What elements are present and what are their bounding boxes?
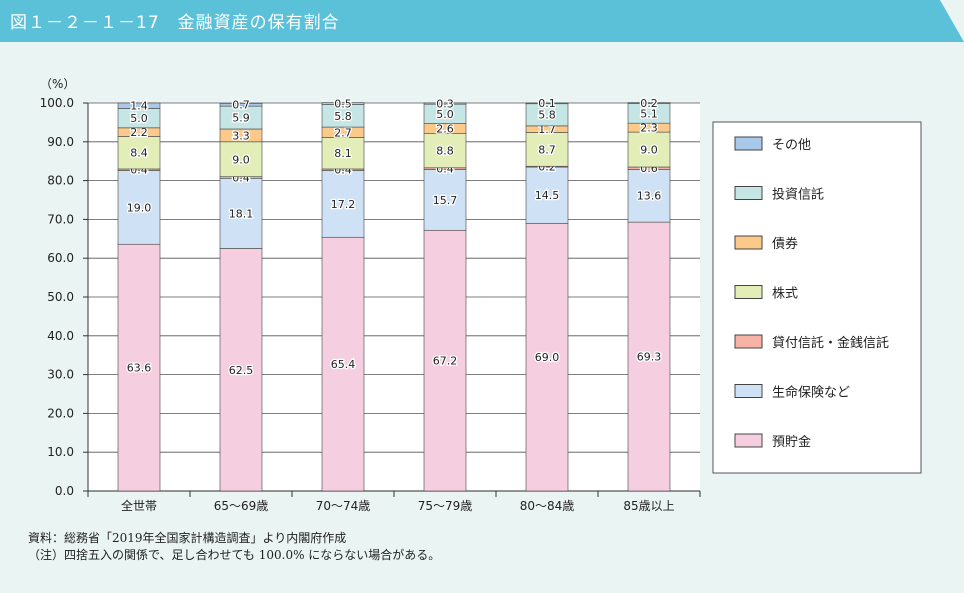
bar-segment [627,131,671,168]
legend-label: 投資信託 [772,187,824,203]
data-label: 2.2 [130,126,148,139]
y-axis-label: （%） [40,77,75,91]
bar-segment [219,177,263,249]
y-tick-label: 90.0 [47,135,74,149]
data-label: 63.6 [127,362,152,375]
data-label: 5.0 [436,108,454,121]
y-tick-label: 80.0 [47,174,74,188]
x-tick-label: 全世帯 [121,498,157,513]
data-label: 9.0 [232,153,250,166]
data-label: 8.1 [334,147,352,160]
data-label: 0.3 [436,98,454,111]
y-tick-label: 10.0 [47,445,74,459]
bar-segment [525,132,569,167]
data-label: 5.8 [538,109,556,122]
data-label: 0.7 [232,99,250,112]
bar-segment [423,169,467,231]
legend-label: その他 [772,138,811,153]
legend-label: 株式 [772,287,798,302]
y-tick-label: 70.0 [47,212,74,226]
legend-swatch [734,433,763,448]
data-label: 9.0 [640,144,658,157]
y-tick-label: 60.0 [47,251,74,265]
legend-swatch [734,186,763,200]
y-tick-label: 20.0 [47,406,74,420]
legend-swatch [734,334,763,349]
bar-segment [627,102,671,104]
legend-swatch [734,136,763,151]
x-tick-label: 75～79歳 [418,499,473,513]
x-tick-label: 70～74歳 [316,499,371,513]
bar-segment [525,166,569,224]
figure-title: 図１－２－１－17 金融資産の保有割合 [10,13,340,33]
bar-segment [321,102,365,105]
data-label: 2.6 [436,123,454,136]
bar-segment [321,170,365,238]
legend-label: 貸付信託・金銭信託 [772,335,889,351]
legend-label: 債券 [772,236,798,252]
data-label: 8.8 [436,145,454,158]
bar-segment [117,102,161,109]
x-tick-label: 80～84歳 [520,499,575,513]
data-label: 17.2 [331,198,356,211]
data-label: 18.1 [229,207,254,220]
bar-segment [117,243,161,492]
data-label: 5.0 [130,112,148,125]
data-label: 5.8 [334,110,352,123]
legend-label: 預貯金 [772,434,811,450]
bar-segment [321,137,365,170]
bar-segment [423,229,467,492]
data-label: 3.3 [232,129,250,142]
data-label: 2.7 [334,126,352,139]
y-tick-label: 30.0 [47,368,74,382]
data-label: 5.9 [232,112,250,125]
data-label: 62.5 [229,364,254,377]
data-label: 0.1 [538,97,556,110]
legend-swatch [734,285,763,299]
source-note: 資料：総務省「2019年全国家計構造調査」より内閣府作成 [28,531,347,545]
data-label: 15.7 [433,194,458,207]
data-label: 0.5 [334,98,352,111]
data-label: 69.0 [535,351,560,364]
bar-segment [117,170,161,245]
data-label: 1.4 [130,100,148,113]
bar-segment [627,221,671,492]
bar-segment [525,102,569,105]
footnote: （注）四捨五入の関係で、足し合わせても 100.0% にならない場合がある。 [28,548,441,562]
data-label: 8.4 [130,147,148,160]
bar-segment [423,102,467,105]
bar-segment [219,103,263,107]
data-label: 13.6 [637,190,662,203]
y-tick-label: 50.0 [47,290,74,304]
data-label: 5.1 [640,107,658,120]
data-label: 0.2 [640,97,658,110]
data-label: 19.0 [127,201,152,214]
data-label: 65.4 [331,358,356,371]
legend-swatch [734,235,763,250]
bar-segment [219,248,263,492]
x-tick-label: 85歳以上 [623,499,674,513]
header-bar [0,0,964,42]
bar-segment [525,222,569,492]
y-tick-label: 100.0 [40,96,74,110]
data-label: 2.3 [640,122,658,135]
y-tick-label: 40.0 [47,329,74,343]
data-label: 8.7 [538,143,556,156]
bar-segment [321,236,365,492]
x-tick-label: 65～69歳 [214,499,269,513]
legend-label: 生命保険など [772,385,850,401]
legend-swatch [734,384,763,398]
data-label: 69.3 [637,351,662,364]
bar-segment [219,141,263,178]
data-label: 14.5 [535,189,560,202]
y-tick-label: 0.0 [55,484,74,498]
data-label: 67.2 [433,355,458,368]
bar-segment [117,136,161,170]
